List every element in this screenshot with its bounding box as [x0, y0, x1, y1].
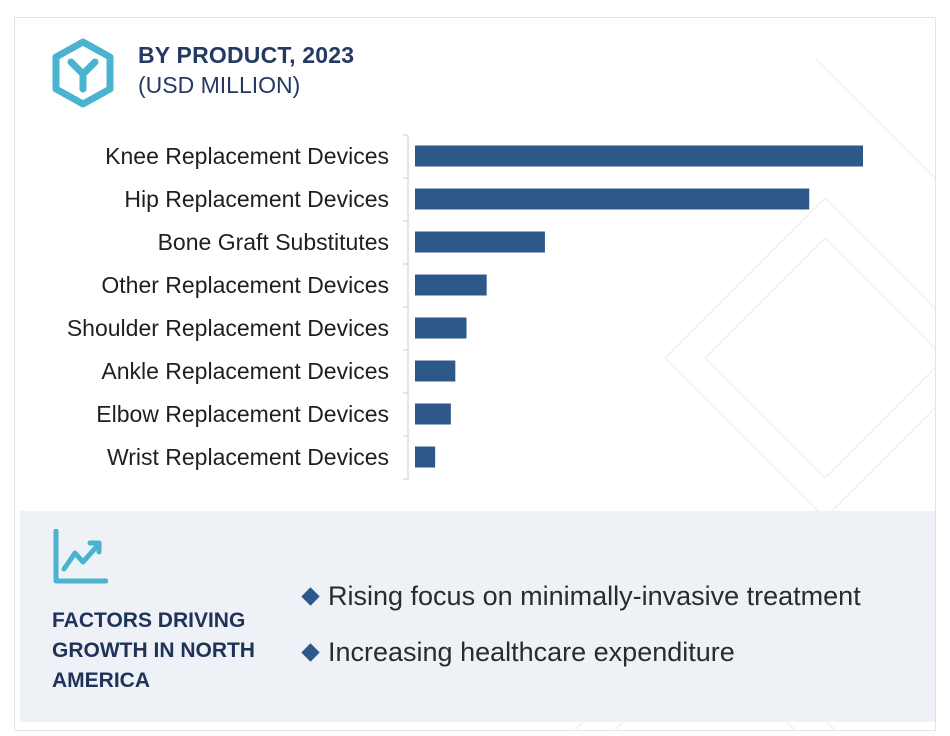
category-label: Elbow Replacement Devices — [96, 401, 389, 427]
bar-ankle-replacement-devices — [415, 360, 456, 382]
bar-chart: Knee Replacement Devices Hip Replacement … — [67, 134, 863, 480]
hexagon-y-logo-icon — [52, 38, 114, 108]
bar-other-replacement-devices — [415, 274, 487, 296]
growth-factors-panel: FACTORS DRIVING GROWTH IN NORTH AMERICA … — [20, 511, 935, 722]
diamond-bullet-icon — [301, 643, 320, 662]
growth-factors-title: FACTORS DRIVING GROWTH IN NORTH AMERICA — [52, 609, 255, 692]
category-label: Other Replacement Devices — [101, 272, 389, 298]
category-label: Ankle Replacement Devices — [101, 358, 389, 384]
category-label: Hip Replacement Devices — [124, 186, 389, 212]
growth-factor-item: Rising focus on minimally-invasive treat… — [300, 581, 861, 612]
bar-wrist-replacement-devices — [415, 446, 436, 468]
growth-factor-text: Increasing healthcare expenditure — [328, 637, 735, 667]
line-chart-icon — [53, 529, 108, 584]
category-label: Shoulder Replacement Devices — [67, 315, 389, 341]
bar-bone-graft-substitutes — [415, 231, 545, 253]
category-label: Bone Graft Substitutes — [158, 229, 389, 255]
chart-card: BY PRODUCT, 2023 (USD MILLION) Knee Repl… — [14, 17, 936, 731]
bar-hip-replacement-devices — [415, 188, 810, 210]
growth-factor-item: Increasing healthcare expenditure — [300, 637, 735, 668]
bar-shoulder-replacement-devices — [415, 317, 467, 339]
category-label: Wrist Replacement Devices — [107, 444, 389, 470]
bar-knee-replacement-devices — [415, 145, 863, 167]
growth-factor-text: Rising focus on minimally-invasive treat… — [328, 581, 861, 611]
category-label: Knee Replacement Devices — [105, 143, 389, 169]
diamond-bullet-icon — [301, 587, 320, 606]
bar-elbow-replacement-devices — [415, 403, 451, 425]
chart-title: BY PRODUCT, 2023 — [138, 42, 355, 68]
chart-subtitle: (USD MILLION) — [138, 72, 301, 98]
